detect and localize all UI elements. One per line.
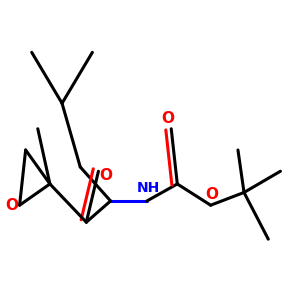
Text: O: O — [206, 187, 219, 202]
Text: O: O — [5, 198, 19, 213]
Text: O: O — [162, 111, 175, 126]
Text: NH: NH — [137, 181, 160, 195]
Text: O: O — [100, 168, 112, 183]
